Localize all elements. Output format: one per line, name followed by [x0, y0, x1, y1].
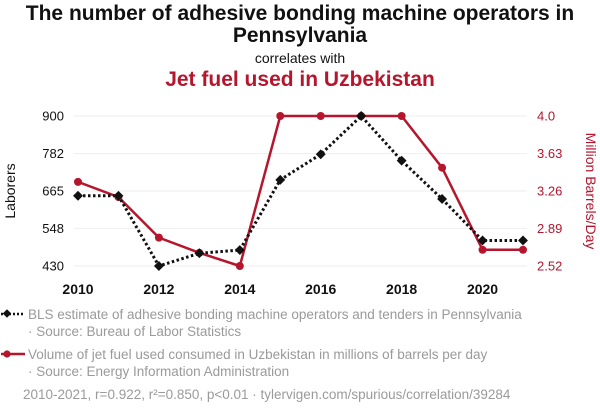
right-axis-ticks: 2.52 2.89 3.26 3.63 4.0	[537, 109, 562, 274]
data-point-laborers	[356, 111, 367, 121]
right-tick-label: 2.52	[537, 259, 562, 274]
data-point-jet-fuel	[235, 262, 244, 270]
right-axis-label: Million Barrels/Day	[583, 133, 599, 250]
x-tick-label: 2010	[62, 281, 93, 297]
legend-source-laborers: · Source: Bureau of Labor Statistics	[28, 324, 242, 339]
series-line-jet-fuel	[77, 114, 523, 268]
data-point-laborers	[194, 248, 205, 259]
gridlines	[74, 115, 527, 267]
right-tick-label: 2.89	[537, 221, 562, 236]
data-point-jet-fuel	[519, 245, 527, 254]
data-point-laborers	[518, 235, 528, 246]
data-point-laborers	[234, 245, 245, 255]
data-point-jet-fuel	[397, 112, 406, 120]
chart-subtitle: Jet fuel used in Uzbekistan	[165, 68, 435, 91]
left-tick-label: 900	[42, 109, 64, 124]
data-point-jet-fuel	[154, 233, 163, 242]
x-tick-label: 2020	[467, 281, 498, 297]
x-tick-label: 2018	[386, 281, 417, 297]
data-point-laborers	[73, 190, 83, 201]
x-tick-label: 2016	[305, 281, 336, 297]
data-point-jet-fuel	[438, 163, 447, 172]
data-point-laborers	[437, 194, 448, 204]
x-tick-label: 2012	[143, 281, 174, 297]
correlates-label: correlates with	[254, 50, 346, 66]
left-tick-label: 782	[42, 146, 64, 161]
left-tick-label: 665	[42, 184, 64, 199]
right-tick-label: 4.0	[537, 109, 555, 124]
data-point-laborers	[477, 235, 488, 246]
right-tick-label: 3.63	[537, 146, 562, 161]
left-axis-label: Laborers	[2, 163, 18, 218]
line-chart: 430 548 665 782 900 2.52 2.89 3.26 3.63 4.0 2010…	[2, 109, 599, 298]
x-tick-label: 2014	[224, 281, 255, 297]
legend-source-jet-fuel: · Source: Energy Information Administrat…	[28, 364, 290, 379]
data-point-jet-fuel	[478, 245, 487, 254]
data-point-jet-fuel	[276, 112, 285, 120]
series-laborers	[73, 111, 528, 271]
left-tick-label: 430	[42, 259, 64, 274]
data-point-laborers	[153, 261, 164, 271]
chart-title: The number of adhesive bonding machine o…	[25, 2, 575, 47]
data-point-laborers	[113, 190, 124, 201]
legend-marker-solid	[1, 350, 25, 358]
footer-stats: 2010-2021, r=0.922, r²=0.850, p<0.01 · t…	[23, 387, 511, 402]
data-point-laborers	[396, 155, 407, 166]
data-point-jet-fuel	[74, 177, 82, 186]
right-tick-label: 3.26	[537, 184, 562, 199]
legend-marker-dotted	[1, 309, 25, 318]
x-axis-ticks: 2010 2012 2014 2016 2018 2020	[62, 281, 498, 297]
data-point-laborers	[275, 174, 286, 185]
left-axis-ticks: 430 548 665 782 900	[42, 109, 64, 274]
legend-text-jet-fuel: Volume of jet fuel used consumed in Uzbe…	[28, 347, 488, 362]
data-point-jet-fuel	[316, 112, 325, 120]
data-point-laborers	[315, 149, 326, 160]
legend-text-laborers: BLS estimate of adhesive bonding machine…	[28, 307, 522, 322]
left-tick-label: 548	[42, 221, 64, 236]
